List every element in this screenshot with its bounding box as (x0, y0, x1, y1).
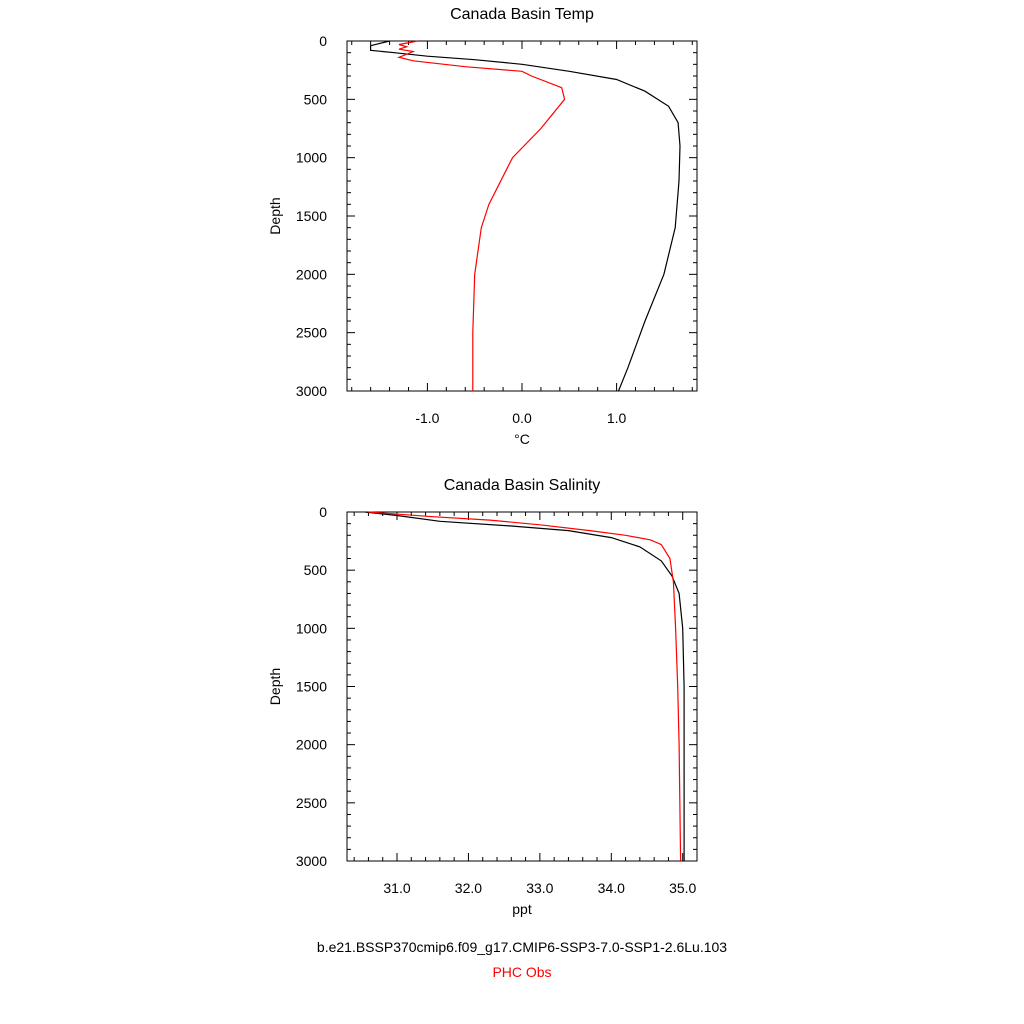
x-axis-label: ppt (512, 901, 532, 917)
obs-series-line (368, 511, 682, 862)
chart-title: Canada Basin Temp (450, 6, 594, 23)
y-tick-label: 3000 (296, 853, 327, 869)
y-tick-label: 3000 (296, 383, 327, 399)
model-series-line (364, 511, 685, 861)
model-series-line (370, 40, 681, 392)
x-tick-label: 32.0 (455, 880, 482, 896)
y-tick-label: 2000 (296, 737, 327, 753)
x-tick-label: 33.0 (526, 880, 553, 896)
y-tick-label: 1500 (296, 208, 327, 224)
legend-model-label: b.e21.BSSP370cmip6.f09_g17.CMIP6-SSP3-7.… (317, 939, 727, 955)
y-tick-label: 0 (319, 504, 327, 520)
obs-series-line (397, 40, 566, 391)
temperature-panel: Canada Basin Temp 0 500 1000 1500 2000 2500 300… (267, 6, 698, 447)
x-axis-label: °C (514, 431, 530, 447)
y-tick-label: 2500 (296, 795, 327, 811)
y-tick-label: 1500 (296, 679, 327, 695)
x-tick-label: 34.0 (598, 880, 625, 896)
salinity-panel: Canada Basin Salinity 0 500 1000 1500 2000 250… (267, 477, 698, 917)
plot-frame (346, 40, 698, 392)
y-tick-label: 500 (304, 91, 328, 107)
y-tick-label: 1000 (296, 150, 327, 166)
y-axis-label: Depth (267, 197, 283, 234)
y-tick-label: 1000 (296, 620, 327, 636)
x-tick-label: 35.0 (669, 880, 696, 896)
y-tick-label: 2500 (296, 325, 327, 341)
x-tick-label: 0.0 (512, 410, 532, 426)
y-tick-label: 500 (304, 562, 328, 578)
x-tick-label: 1.0 (607, 410, 627, 426)
y-tick-label: 2000 (296, 266, 327, 282)
plot-frame (346, 511, 698, 862)
x-tick-label: 31.0 (383, 880, 410, 896)
x-tick-label: -1.0 (415, 410, 439, 426)
y-axis-label: Depth (267, 668, 283, 705)
y-tick-label: 0 (319, 33, 327, 49)
chart-title: Canada Basin Salinity (444, 477, 601, 494)
legend-obs-label: PHC Obs (492, 964, 551, 980)
